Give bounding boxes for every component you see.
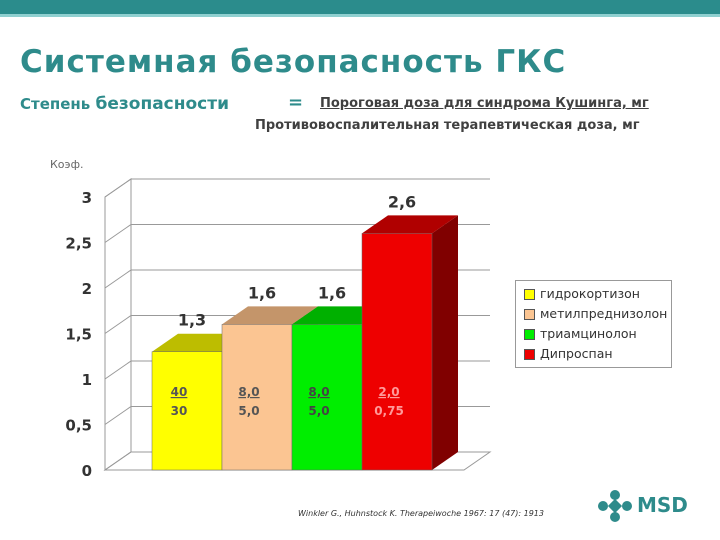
legend-swatch xyxy=(524,289,535,300)
gridline xyxy=(104,178,490,198)
formula-equals: = xyxy=(288,92,304,113)
legend-label: метилпреднизолон xyxy=(540,306,668,321)
formula-denominator: Противовоспалительная терапевтическая до… xyxy=(255,118,640,133)
y-axis-unit-label: Коэф. xyxy=(50,158,84,171)
top-bar-stripe xyxy=(0,14,720,17)
y-tick-label: 0,5 xyxy=(65,417,92,435)
formula-label-part1: Степень xyxy=(20,95,91,113)
legend-item: триамцинолон xyxy=(524,326,637,341)
y-tick-label: 1 xyxy=(82,371,92,389)
data-label: 1,6 xyxy=(248,283,276,302)
citation: Winkler G., Huhnstock K. Therapeiwoche 1… xyxy=(298,509,544,518)
bar-inner-numerator: 8,0 xyxy=(308,385,329,399)
data-label: 2,6 xyxy=(388,192,416,211)
bar xyxy=(151,351,223,471)
legend-item: метилпреднизолон xyxy=(524,306,667,321)
legend-item: гидрокортизон xyxy=(524,286,640,301)
y-tick-label: 2 xyxy=(82,280,92,298)
slide-title: Системная безопасность ГКС xyxy=(20,44,567,80)
bar xyxy=(291,324,363,471)
chart-legend: гидрокортизон метилпреднизолон триамциноло… xyxy=(515,280,672,368)
bar-inner-numerator: 2,0 xyxy=(378,385,399,399)
bar-top xyxy=(222,306,318,325)
bar xyxy=(221,324,293,471)
chart-bars xyxy=(151,215,458,471)
formula-label-part2: безопасности xyxy=(95,94,230,114)
formula-numerator: Пороговая доза для синдрома Кушинга, мг xyxy=(320,96,649,111)
top-bar xyxy=(0,0,720,14)
y-tick-label: 2,5 xyxy=(65,235,92,253)
data-label: 1,6 xyxy=(318,283,346,302)
msd-logo-text: MSD xyxy=(637,493,688,517)
y-tick-label: 3 xyxy=(82,189,92,207)
bar-top xyxy=(362,215,458,234)
bar-side xyxy=(432,215,458,470)
msd-logo-icon xyxy=(598,490,632,522)
bar-inner-denominator: 0,75 xyxy=(374,404,404,418)
bar-inner-denominator: 30 xyxy=(171,404,188,418)
legend-swatch xyxy=(524,329,535,340)
bar-inner-denominator: 5,0 xyxy=(308,404,329,418)
bar-inner-numerator: 40 xyxy=(171,385,188,399)
legend-swatch xyxy=(524,349,535,360)
bar xyxy=(361,233,433,471)
formula-label: Степень безопасности xyxy=(20,94,229,114)
legend-swatch xyxy=(524,309,535,320)
gridline xyxy=(104,224,490,243)
y-tick-label: 0 xyxy=(82,462,92,480)
bar-inner-numerator: 8,0 xyxy=(238,385,259,399)
legend-label: триамцинолон xyxy=(540,326,637,341)
data-label: 1,3 xyxy=(178,311,206,330)
legend-label: гидрокортизон xyxy=(540,286,640,301)
legend-label: Дипроспан xyxy=(540,346,613,361)
msd-logo: MSD xyxy=(597,489,692,523)
y-tick-label: 1,5 xyxy=(65,326,92,344)
chart-labels: 1,3 40 30 1,6 8,0 5,0 1,6 8,0 5,0 2,6 2,0 0,75 xyxy=(171,192,417,418)
legend-item: Дипроспан xyxy=(524,346,613,361)
bar-inner-denominator: 5,0 xyxy=(238,404,259,418)
